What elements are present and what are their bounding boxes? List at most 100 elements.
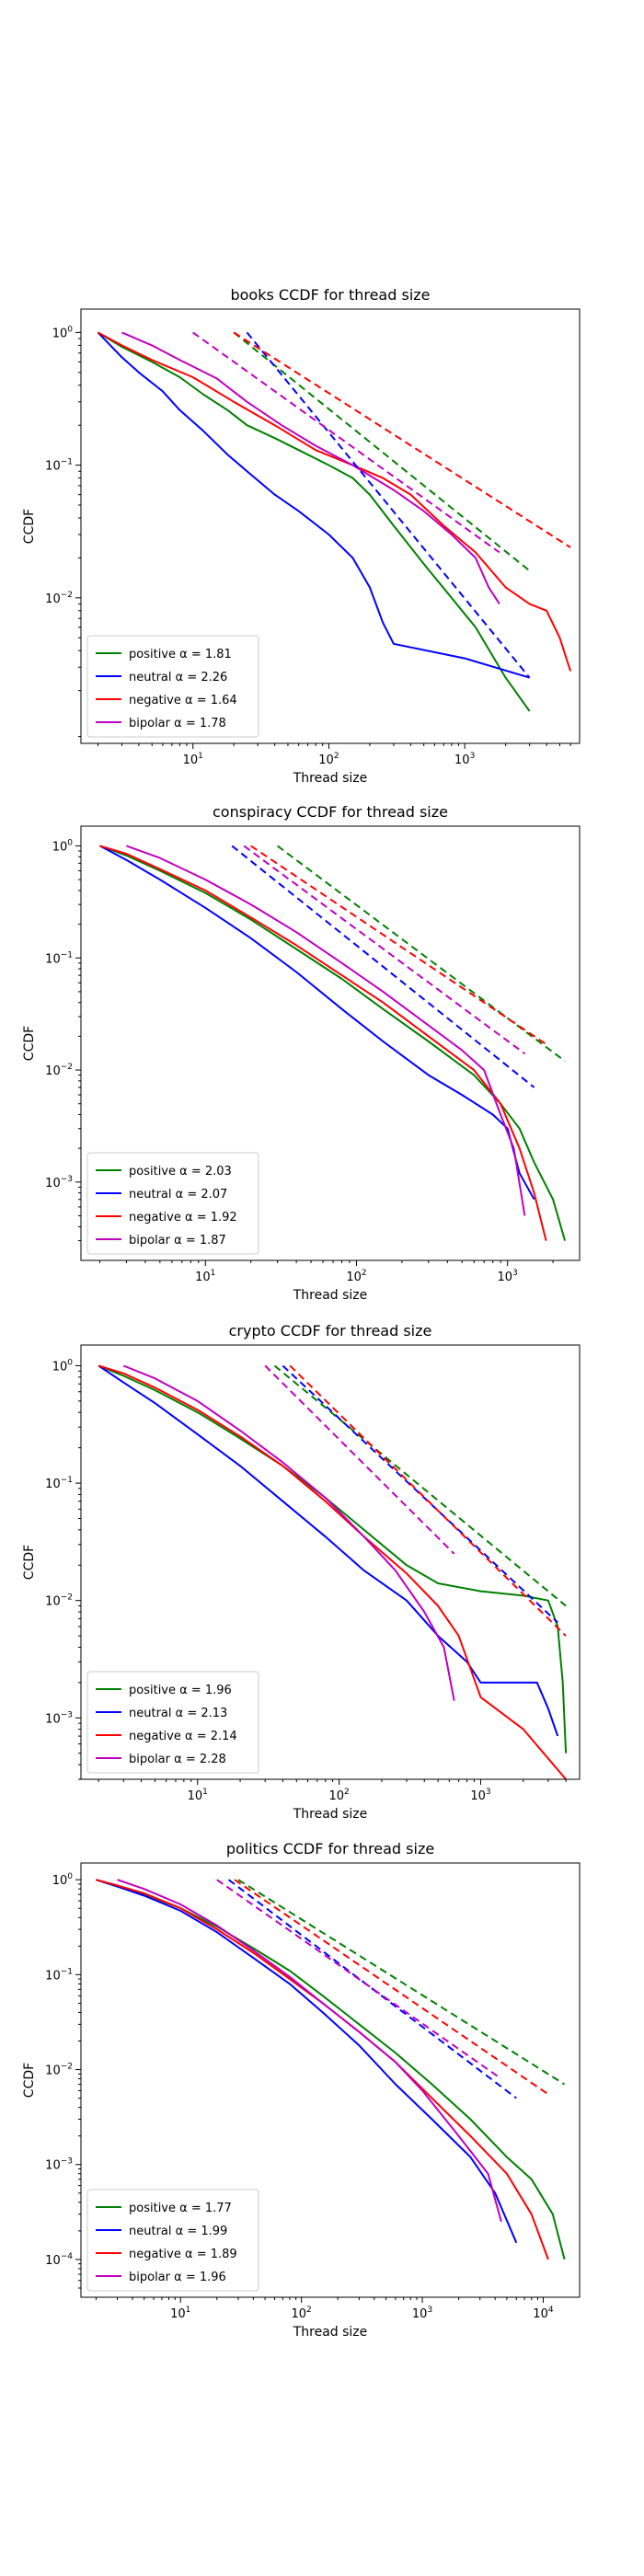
plot-area — [98, 1364, 568, 1779]
legend-entry: positive α = 1.96 — [129, 1684, 232, 1697]
y-tick-label: 100 — [52, 325, 74, 340]
plot-area — [96, 1879, 566, 2260]
legend-entry: bipolar α = 2.28 — [129, 1753, 226, 1766]
x-axis-label: Thread size — [293, 1288, 368, 1303]
axes-frame — [80, 825, 581, 1261]
legend: positive α = 1.96 neutral α = 2.13 negativ… — [86, 1671, 259, 1774]
x-tick-label: 102 — [346, 1269, 366, 1284]
chart-panel-4: politics CCDF for thread size 101 102 103 10… — [22, 1840, 581, 2340]
y-tick-label: 10−2 — [45, 591, 73, 606]
legend-box — [86, 635, 259, 738]
y-tick-label: 10−3 — [45, 1710, 73, 1726]
legend: positive α = 1.77 neutral α = 1.99 negativ… — [86, 2189, 259, 2292]
y-axis-label: CCDF — [22, 509, 37, 544]
fit-line-3 — [233, 331, 571, 548]
legend-entry: bipolar α = 1.87 — [129, 1234, 226, 1248]
fit-line-3 — [289, 1364, 567, 1637]
series-line-4 — [117, 1879, 502, 2223]
y-tick-label: 100 — [52, 1872, 74, 1888]
series-line-2 — [98, 1364, 559, 1737]
legend-entry: negative α = 1.64 — [129, 694, 237, 707]
legend-box — [86, 1152, 259, 1255]
legend: positive α = 2.03 neutral α = 2.07 negativ… — [86, 1152, 259, 1255]
y-tick-label: 10−1 — [45, 458, 73, 474]
plot-area — [99, 845, 567, 1241]
y-tick-label: 10−1 — [45, 1476, 73, 1491]
x-tick-label: 101 — [183, 752, 203, 767]
axes-frame — [80, 308, 581, 744]
y-axis-label: CCDF — [22, 2063, 37, 2098]
series-line-4 — [122, 1364, 455, 1701]
x-tick-label: 103 — [470, 1788, 490, 1803]
y-tick-label: 10−2 — [45, 2063, 73, 2078]
fit-line-2 — [231, 845, 535, 1088]
y-tick-label: 100 — [52, 1358, 74, 1374]
chart-title: crypto CCDF for thread size — [229, 1322, 432, 1340]
x-tick-label: 102 — [318, 752, 339, 767]
series-line-4 — [126, 845, 526, 1216]
x-tick-label: 102 — [292, 2306, 312, 2321]
series-line-2 — [96, 1879, 518, 2244]
y-tick-label: 10−3 — [45, 2157, 73, 2173]
x-tick-label: 101 — [170, 2306, 190, 2321]
x-tick-label: 103 — [412, 2306, 432, 2321]
y-axis-label: CCDF — [22, 1545, 37, 1580]
chart-title: politics CCDF for thread size — [226, 1840, 434, 1857]
series-line-1 — [99, 845, 567, 1241]
y-tick-label: 10−1 — [45, 950, 73, 966]
legend-box — [86, 2189, 259, 2292]
fit-line-1 — [273, 1364, 567, 1607]
fit-line-1 — [277, 845, 566, 1063]
y-axis-label: CCDF — [22, 1026, 37, 1061]
fit-line-2 — [246, 331, 531, 679]
legend: positive α = 1.81 neutral α = 2.26 negativ… — [86, 635, 259, 738]
series-line-2 — [97, 331, 530, 679]
legend-entry: bipolar α = 1.78 — [129, 717, 226, 730]
fit-line-4 — [264, 1364, 455, 1555]
series-line-1 — [97, 331, 531, 712]
y-tick-label: 10−4 — [45, 2252, 73, 2268]
x-axis-label: Thread size — [293, 771, 368, 786]
series-line-3 — [98, 1364, 567, 1779]
chart-title: books CCDF for thread size — [230, 286, 430, 304]
fit-line-2 — [282, 1364, 558, 1624]
legend-entry: neutral α = 2.26 — [129, 671, 227, 684]
x-tick-label: 103 — [454, 752, 475, 767]
legend-entry: positive α = 1.81 — [129, 648, 232, 661]
axes-frame — [80, 1344, 581, 1780]
legend-entry: neutral α = 2.07 — [129, 1188, 227, 1202]
legend-entry: positive α = 2.03 — [129, 1165, 232, 1179]
chart-title: conspiracy CCDF for thread size — [213, 803, 448, 821]
y-tick-label: 10−1 — [45, 1967, 73, 1983]
axes-frame — [80, 1862, 581, 2298]
series-line-3 — [98, 331, 572, 672]
legend-entry: neutral α = 2.13 — [129, 1707, 227, 1720]
x-axis-label: Thread size — [293, 1807, 368, 1822]
y-tick-label: 10−3 — [45, 1175, 73, 1190]
fit-line-4 — [216, 1879, 502, 2080]
fit-line-1 — [237, 1879, 566, 2086]
fit-line-3 — [234, 1879, 549, 2096]
x-tick-label: 101 — [195, 1269, 215, 1284]
fit-line-4 — [192, 331, 500, 554]
legend-entry: negative α = 1.92 — [129, 1211, 237, 1225]
chart-panel-3: crypto CCDF for thread size 101 102 103 100 1… — [22, 1322, 581, 1822]
legend-box — [86, 1671, 259, 1774]
y-tick-label: 100 — [52, 838, 74, 854]
legend-entry: negative α = 1.89 — [129, 2248, 237, 2261]
fit-line-4 — [243, 845, 525, 1055]
x-axis-label: Thread size — [293, 2325, 368, 2340]
y-tick-label: 10−2 — [45, 1063, 73, 1078]
legend-entry: negative α = 2.14 — [129, 1730, 237, 1743]
x-tick-label: 102 — [328, 1788, 349, 1803]
chart-panel-2: conspiracy CCDF for thread size 101 102 103… — [22, 803, 581, 1303]
plot-area — [97, 331, 572, 712]
legend-entry: bipolar α = 1.96 — [129, 2271, 226, 2284]
series-line-3 — [99, 845, 547, 1241]
legend-entry: positive α = 1.77 — [129, 2202, 232, 2215]
x-tick-label: 101 — [188, 1788, 208, 1803]
x-tick-label: 104 — [533, 2306, 554, 2321]
x-tick-label: 103 — [498, 1269, 518, 1284]
series-line-4 — [121, 331, 500, 604]
